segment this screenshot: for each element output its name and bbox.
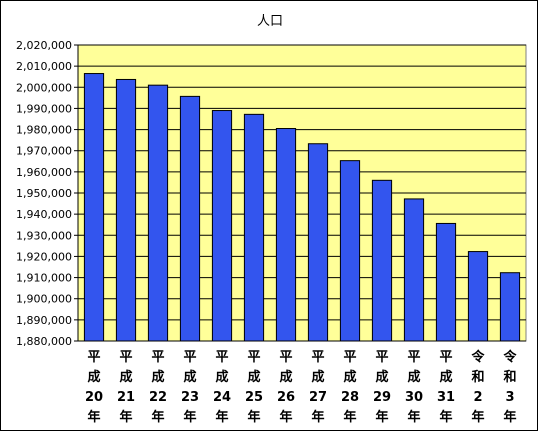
bar [307,143,329,342]
y-axis-ticks: 1,880,000 1,890,000 1,900,000 1,910,000 1,92… [16,39,79,348]
bar [339,160,361,342]
x-category-label: 年 [343,409,356,425]
x-category-label: 平 [279,350,292,365]
x-category-label: 31 [437,390,455,405]
y-tick-label: 1,940,000 [16,208,72,221]
x-category-label: 22 [149,390,167,405]
x-category-label: 29 [373,390,391,405]
x-category-label: 3 [505,390,514,405]
bar [275,128,297,342]
x-category-label: 21 [117,390,135,405]
bar [115,78,137,342]
x-category-label: 成 [407,369,420,385]
y-tick-label: 1,970,000 [16,145,72,158]
x-category-label: 27 [309,390,327,405]
bars [83,73,521,342]
y-tick-label: 2,010,000 [16,60,72,73]
x-category-label: 28 [341,390,359,405]
x-category-label: 平 [247,350,260,365]
bar [467,251,489,342]
x-category-label: 成 [375,369,388,385]
bar [435,222,457,342]
x-category-label: 平 [407,350,420,365]
x-category-label: 和 [503,369,516,385]
x-category-label: 成 [343,369,356,385]
x-category-label: 成 [119,369,132,385]
x-category-label: 年 [151,409,164,425]
x-category-label: 平 [87,350,100,365]
x-category-label: 平 [343,350,356,365]
bar [499,272,521,342]
x-category-label: 平 [311,350,324,365]
x-category-label: 年 [87,409,100,425]
x-category-label: 平 [151,350,164,365]
x-category-label: 年 [119,409,132,425]
x-category-label: 年 [375,409,388,425]
x-category-label: 平 [119,350,132,365]
x-axis-categories: 平成20年平成21年平成22年平成23年平成24年平成25年平成26年平成27年… [85,349,518,425]
x-category-label: 26 [277,390,295,405]
x-category-label: 成 [183,369,196,385]
x-category-label: 年 [279,409,292,425]
x-category-label: 24 [213,390,231,405]
x-category-label: 20 [85,390,103,405]
x-category-label: 25 [245,390,263,405]
x-category-label: 平 [439,350,452,365]
bar [83,73,105,342]
x-category-label: 年 [215,409,228,425]
x-category-label: 年 [471,409,484,425]
bar [371,179,393,342]
x-category-label: 年 [183,409,196,425]
x-category-label: 平 [375,350,388,365]
chart-title: 人口 [257,14,283,29]
x-category-label: 年 [439,409,452,425]
x-category-label: 30 [405,390,423,405]
x-category-label: 成 [247,369,260,385]
y-tick-label: 1,900,000 [16,293,72,306]
y-tick-label: 1,890,000 [16,314,72,327]
x-category-label: 和 [471,369,484,385]
x-category-label: 成 [311,369,324,385]
y-tick-label: 1,930,000 [16,229,72,242]
x-category-label: 平 [215,350,228,365]
y-tick-label: 1,880,000 [16,335,72,348]
bar [179,95,201,342]
bar [243,113,265,342]
y-tick-label: 1,980,000 [16,124,72,137]
bar [403,198,425,342]
x-category-label: 年 [311,409,324,425]
y-tick-label: 1,990,000 [16,102,72,115]
y-tick-label: 1,910,000 [16,272,72,285]
y-tick-label: 1,960,000 [16,166,72,179]
y-tick-label: 1,920,000 [16,250,72,263]
x-category-label: 年 [407,409,420,425]
y-tick-label: 2,020,000 [16,39,72,52]
x-category-label: 成 [215,369,228,385]
x-category-label: 成 [151,369,164,385]
x-category-label: 成 [87,369,100,385]
x-category-label: 2 [473,390,482,405]
x-category-label: 23 [181,390,199,405]
y-tick-label: 1,950,000 [16,187,72,200]
x-category-label: 年 [247,409,260,425]
x-category-label: 成 [439,369,452,385]
x-category-label: 令 [471,349,485,365]
bar [211,110,233,342]
x-category-label: 年 [503,409,516,425]
y-tick-label: 2,000,000 [16,81,72,94]
x-category-label: 平 [183,350,196,365]
x-category-label: 成 [279,369,292,385]
bar [147,84,169,342]
x-category-label: 令 [503,349,517,365]
